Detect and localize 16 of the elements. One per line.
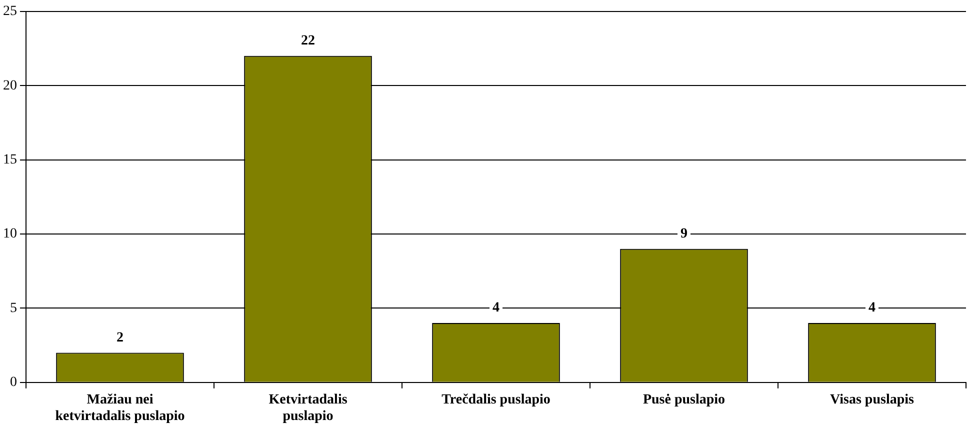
data-label: 2 xyxy=(116,330,124,346)
y-tick-label: 5 xyxy=(10,300,17,316)
data-label: 4 xyxy=(492,300,500,316)
x-tick-label: Pusė puslapio xyxy=(642,392,726,408)
data-label: 4 xyxy=(868,300,876,316)
x-tick-label: Mažiau nei ketvirtadalis puslapio xyxy=(55,392,185,424)
y-tick-label: 0 xyxy=(10,375,17,390)
y-tick-label: 15 xyxy=(3,152,17,168)
x-tick-label: Visas puslapis xyxy=(830,392,914,408)
data-label: 9 xyxy=(680,226,688,242)
x-tick-label: Trečdalis puslapio xyxy=(442,392,550,408)
x-tick-label: Ketvirtadalis puslapio xyxy=(268,392,348,424)
y-tick-label: 10 xyxy=(3,226,17,242)
data-label: 22 xyxy=(301,34,315,49)
y-tick-label: 20 xyxy=(3,78,17,94)
y-tick-label: 25 xyxy=(3,4,17,20)
